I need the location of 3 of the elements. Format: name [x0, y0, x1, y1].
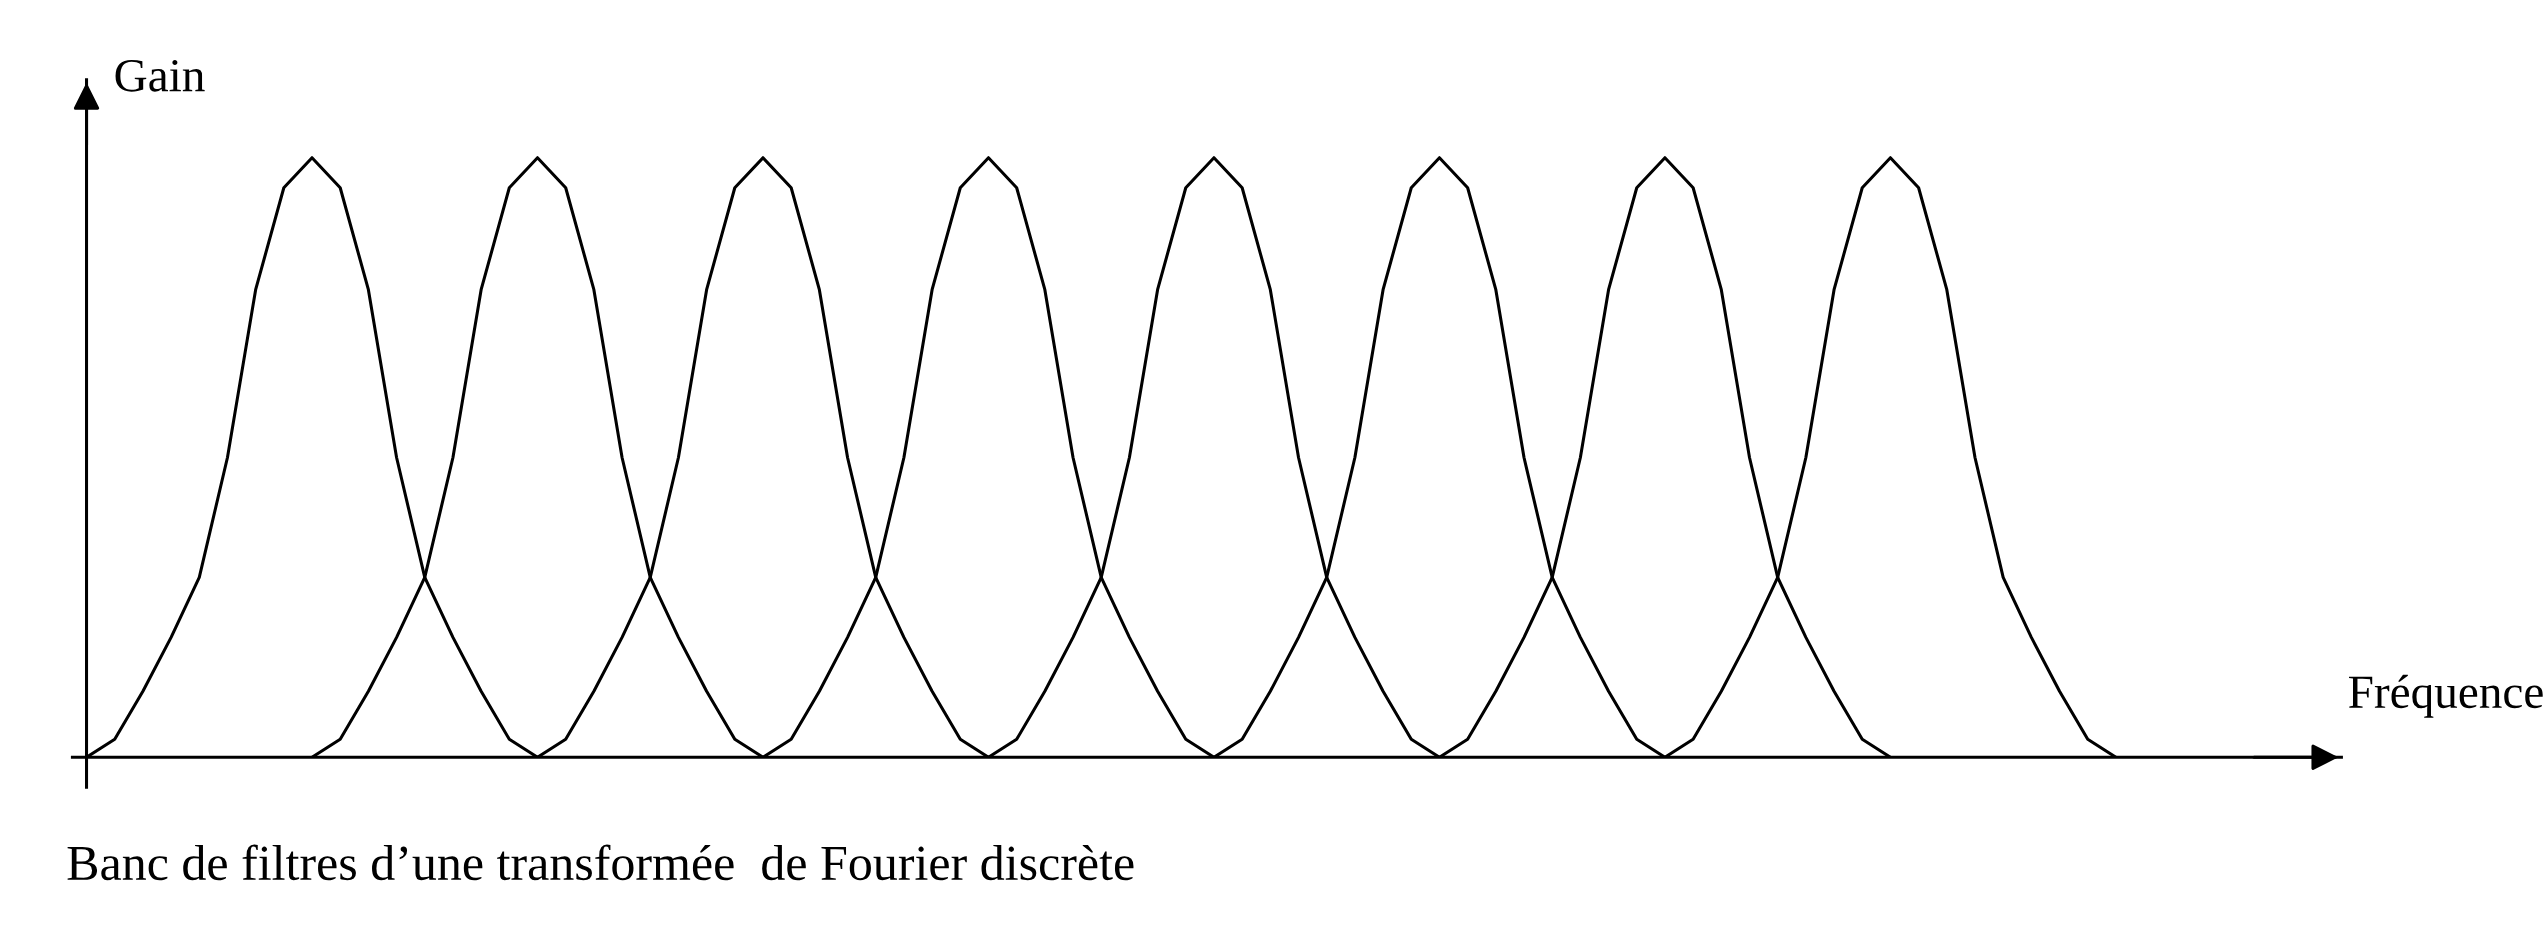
text: Banc de filtres d’une transformée de Fourier discrète	[67, 844, 1134, 881]
y-axis-title: Gain	[115, 59, 205, 92]
x-axis-title: Fréquence	[2349, 674, 2543, 718]
